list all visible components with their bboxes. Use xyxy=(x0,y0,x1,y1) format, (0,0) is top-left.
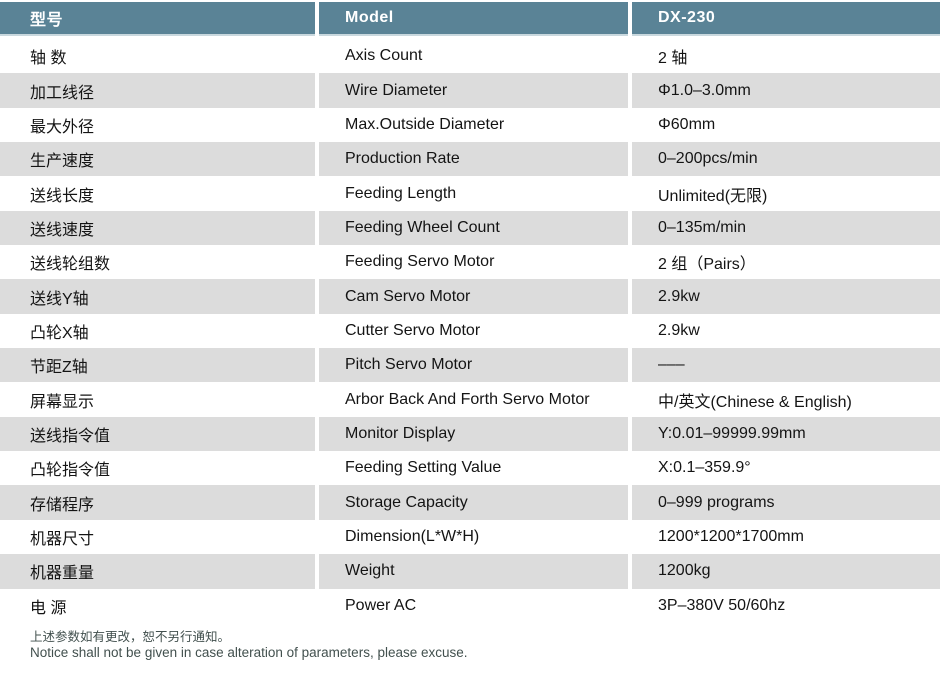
spec-label-en: Power AC xyxy=(345,596,417,614)
spec-label-cn: 机器尺寸 xyxy=(30,530,95,548)
spec-label-en: Feeding Length xyxy=(345,184,457,202)
spec-label-cn: 屏幕显示 xyxy=(30,393,95,411)
spec-label-en: Pitch Servo Motor xyxy=(319,348,628,383)
spec-label-en: Wire Diameter xyxy=(319,73,628,108)
table-body: 轴 数 Axis Count 2 轴 加工线径 Wire Diameter Φ1… xyxy=(0,39,940,623)
table-row: 送线长度 Feeding Length Unlimited(无限) xyxy=(0,176,940,210)
spec-label-cn: 节距Z轴 xyxy=(0,348,315,383)
spec-label-en: Max.Outside Diameter xyxy=(345,115,505,133)
spec-value: 中/英文(Chinese & English) xyxy=(658,393,852,411)
spec-value: X:0.1–359.9° xyxy=(658,459,751,477)
table-row: 送线速度 Feeding Wheel Count 0–135m/min xyxy=(0,210,940,246)
spec-label-cn: 送线轮组数 xyxy=(30,256,111,274)
spec-value: ––– xyxy=(632,348,940,383)
header-model-label-en: Model xyxy=(319,2,628,36)
table-row: 送线轮组数 Feeding Servo Motor 2 组（Pairs） xyxy=(0,245,940,279)
spec-label-cn: 最大外径 xyxy=(30,118,95,136)
spec-value: 3P–380V 50/60hz xyxy=(658,596,786,614)
spec-label-cn: 存储程序 xyxy=(0,485,315,520)
table-row: 凸轮X轴 Cutter Servo Motor 2.9kw xyxy=(0,314,940,348)
spec-label-en: Storage Capacity xyxy=(319,485,628,520)
footnote-line-en: Notice shall not be given in case altera… xyxy=(30,645,468,661)
spec-value: Y:0.01–99999.99mm xyxy=(632,416,940,452)
spec-label-cn: 机器重量 xyxy=(0,554,315,589)
spec-label-cn: 送线Y轴 xyxy=(0,279,315,314)
table-row: 存储程序 Storage Capacity 0–999 programs xyxy=(0,485,940,520)
spec-label-cn: 凸轮指令值 xyxy=(30,462,111,480)
table-row: 电 源 Power AC 3P–380V 50/60hz xyxy=(0,589,940,623)
spec-label-cn: 凸轮X轴 xyxy=(30,324,89,342)
header-model-number: DX-230 xyxy=(632,2,940,36)
spec-value: 1200*1200*1700mm xyxy=(658,527,804,545)
spec-value: 0–999 programs xyxy=(632,485,940,520)
spec-label-en: Weight xyxy=(319,554,628,589)
spec-value: 0–135m/min xyxy=(632,210,940,246)
spec-label-en: Cutter Servo Motor xyxy=(345,321,481,339)
spec-label-cn: 加工线径 xyxy=(0,73,315,108)
spec-label-en: Axis Count xyxy=(345,47,423,65)
table-row: 最大外径 Max.Outside Diameter Φ60mm xyxy=(0,108,940,142)
spec-value: 2.9kw xyxy=(658,321,700,339)
table-row: 轴 数 Axis Count 2 轴 xyxy=(0,39,940,73)
spec-label-cn: 送线长度 xyxy=(30,187,95,205)
spec-label-cn: 送线指令值 xyxy=(0,416,315,452)
spec-label-cn: 生产速度 xyxy=(0,142,315,177)
spec-label-en: Feeding Setting Value xyxy=(345,459,502,477)
spec-value: 2.9kw xyxy=(632,279,940,314)
spec-value: Unlimited(无限) xyxy=(658,187,768,205)
spec-label-cn: 送线速度 xyxy=(0,210,315,246)
spec-label-en: Feeding Wheel Count xyxy=(319,210,628,246)
spec-value: 0–200pcs/min xyxy=(632,142,940,177)
footnote-line-cn: 上述参数如有更改，恕不另行通知。 xyxy=(30,629,231,644)
spec-value: Φ1.0–3.0mm xyxy=(632,73,940,108)
spec-label-en: Feeding Servo Motor xyxy=(345,253,495,271)
table-row: 加工线径 Wire Diameter Φ1.0–3.0mm xyxy=(0,73,940,108)
spec-value: 2 轴 xyxy=(658,50,688,68)
spec-value: Φ60mm xyxy=(658,115,716,133)
table-row: 凸轮指令值 Feeding Setting Value X:0.1–359.9° xyxy=(0,451,940,485)
table-row: 节距Z轴 Pitch Servo Motor ––– xyxy=(0,348,940,383)
spec-value: 1200kg xyxy=(632,554,940,589)
spec-label-en: Production Rate xyxy=(319,142,628,177)
table-row: 生产速度 Production Rate 0–200pcs/min xyxy=(0,142,940,177)
footnote: 上述参数如有更改，恕不另行通知。 Notice shall not be giv… xyxy=(0,630,940,663)
spec-label-en: Arbor Back And Forth Servo Motor xyxy=(345,390,590,408)
table-row: 送线Y轴 Cam Servo Motor 2.9kw xyxy=(0,279,940,314)
table-row: 机器重量 Weight 1200kg xyxy=(0,554,940,589)
table-row: 屏幕显示 Arbor Back And Forth Servo Motor 中/… xyxy=(0,382,940,416)
spec-label-cn: 轴 数 xyxy=(30,50,67,68)
header-model-label-cn: 型号 xyxy=(0,2,315,36)
spec-value: 2 组（Pairs） xyxy=(658,256,756,274)
spec-label-en: Dimension(L*W*H) xyxy=(345,527,480,545)
spec-label-cn: 电 源 xyxy=(30,599,67,617)
spec-label-en: Monitor Display xyxy=(319,416,628,452)
table-header-row: 型号 Model DX-230 xyxy=(0,2,940,36)
table-row: 送线指令值 Monitor Display Y:0.01–99999.99mm xyxy=(0,416,940,452)
table-row: 机器尺寸 Dimension(L*W*H) 1200*1200*1700mm xyxy=(0,520,940,554)
spec-label-en: Cam Servo Motor xyxy=(319,279,628,314)
